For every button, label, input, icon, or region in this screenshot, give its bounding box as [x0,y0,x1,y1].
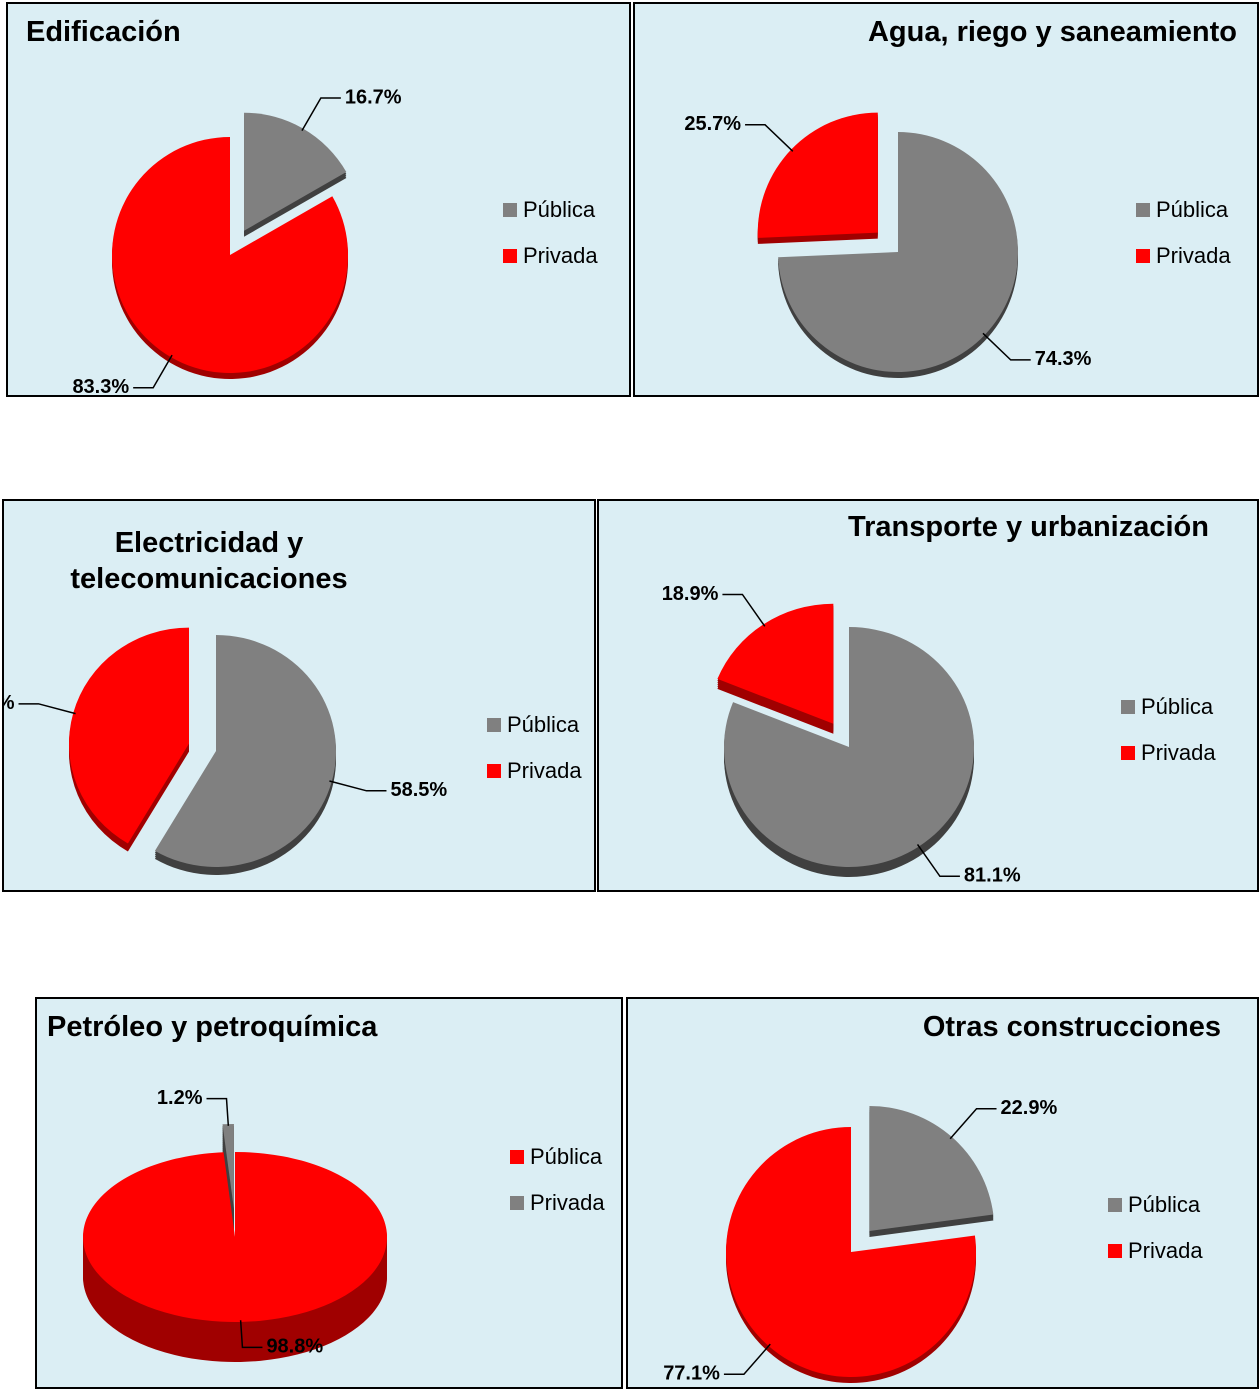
legend-label: Privada [523,243,598,268]
legend-swatch [1121,746,1135,760]
chart: 74.3% 25.7% Pública Privada [684,112,1231,378]
value-label: 22.9% [1001,1097,1058,1119]
legend-label: Privada [507,758,582,783]
chart-title: Petróleo y petroquímica [47,1011,378,1043]
chart-panel: Transporte y urbanización 81.1% 18.9% Públi… [597,499,1259,892]
slice [726,1127,976,1377]
chart-panel: Otras construcciones 22.9% 77.1% Pública Pri… [626,997,1259,1389]
value-label: 25.7% [684,113,741,135]
leader-line [133,354,173,389]
value-label: 58.5% [390,779,447,801]
legend-label: Privada [1156,243,1231,268]
chart: 81.1% 18.9% Pública Privada [662,583,1217,887]
leader-line [206,1097,230,1126]
legend-label: Privada [530,1190,605,1215]
chart-title: Electricidad y telecomunicaciones [70,527,348,595]
chart-panel: Edificación 16.7% 83.3% Pública Privada [6,2,631,397]
value-label: 74.3% [1035,348,1092,370]
leader-line [722,593,766,627]
legend-label: Pública [1156,197,1229,222]
value-label: 16.7% [345,86,402,108]
leader-line [982,332,1031,361]
legend-label: Privada [1141,740,1216,765]
chart-title: Otras construcciones [922,1011,1221,1043]
slice [111,137,348,373]
leader-line [18,703,76,715]
leader-line [916,844,960,878]
slice [68,627,189,844]
leader-line [239,1320,263,1349]
legend-swatch [487,718,501,732]
chart-panel: Petróleo y petroquímica 98.8% 1.2% Pública P… [35,997,623,1389]
chart-title: Edificación [26,16,181,48]
legend-swatch [510,1150,524,1164]
chart-panel: Agua, riego y saneamiento 74.3% 25.7% Públi… [633,2,1259,397]
value-label: 81.1% [964,865,1021,887]
value-label: 77.1% [663,1363,720,1385]
legend-swatch [1136,203,1150,217]
legend-swatch [1121,700,1135,714]
slice [717,603,834,724]
chart-title: Transporte y urbanización [848,511,1209,543]
value-label: 98.8% [266,1336,323,1358]
slice [154,635,336,867]
legend-swatch [1108,1198,1122,1212]
leader-line [745,124,794,152]
slice [222,1124,234,1210]
legend-swatch [503,249,517,263]
slice [244,112,347,231]
slice [83,1152,388,1322]
legend-swatch [503,203,517,217]
legend-label: Pública [1128,1192,1201,1217]
legend-swatch [1108,1244,1122,1258]
legend-label: Pública [530,1144,603,1169]
legend-label: Privada [1128,1238,1203,1263]
chart-title: Agua, riego y saneamiento [867,16,1237,48]
legend-label: Pública [1141,694,1214,719]
leader-line [723,1343,771,1375]
chart: 58.5% 41.5% Pública Privada [4,627,582,875]
chart-panel: Electricidad y telecomunicaciones 58.5% 41… [2,499,596,892]
legend-swatch [510,1196,524,1210]
legend-label: Pública [523,197,596,222]
value-label: 83.3% [72,376,129,397]
chart: 22.9% 77.1% Pública Privada [663,1097,1203,1385]
leader-line [949,1107,997,1140]
value-label: 1.2% [157,1087,203,1109]
slice [778,132,1018,372]
value-label: 41.5% [4,692,15,714]
leader-line [301,97,341,132]
legend-swatch [487,764,501,778]
slice [724,627,974,867]
slice [757,112,878,238]
chart: 16.7% 83.3% Pública Privada [72,86,598,397]
legend-label: Pública [507,712,580,737]
slice [869,1105,994,1231]
value-label: 18.9% [662,583,719,605]
leader-line [329,780,387,792]
legend-swatch [1136,249,1150,263]
chart: 98.8% 1.2% Pública Privada [82,1087,605,1362]
